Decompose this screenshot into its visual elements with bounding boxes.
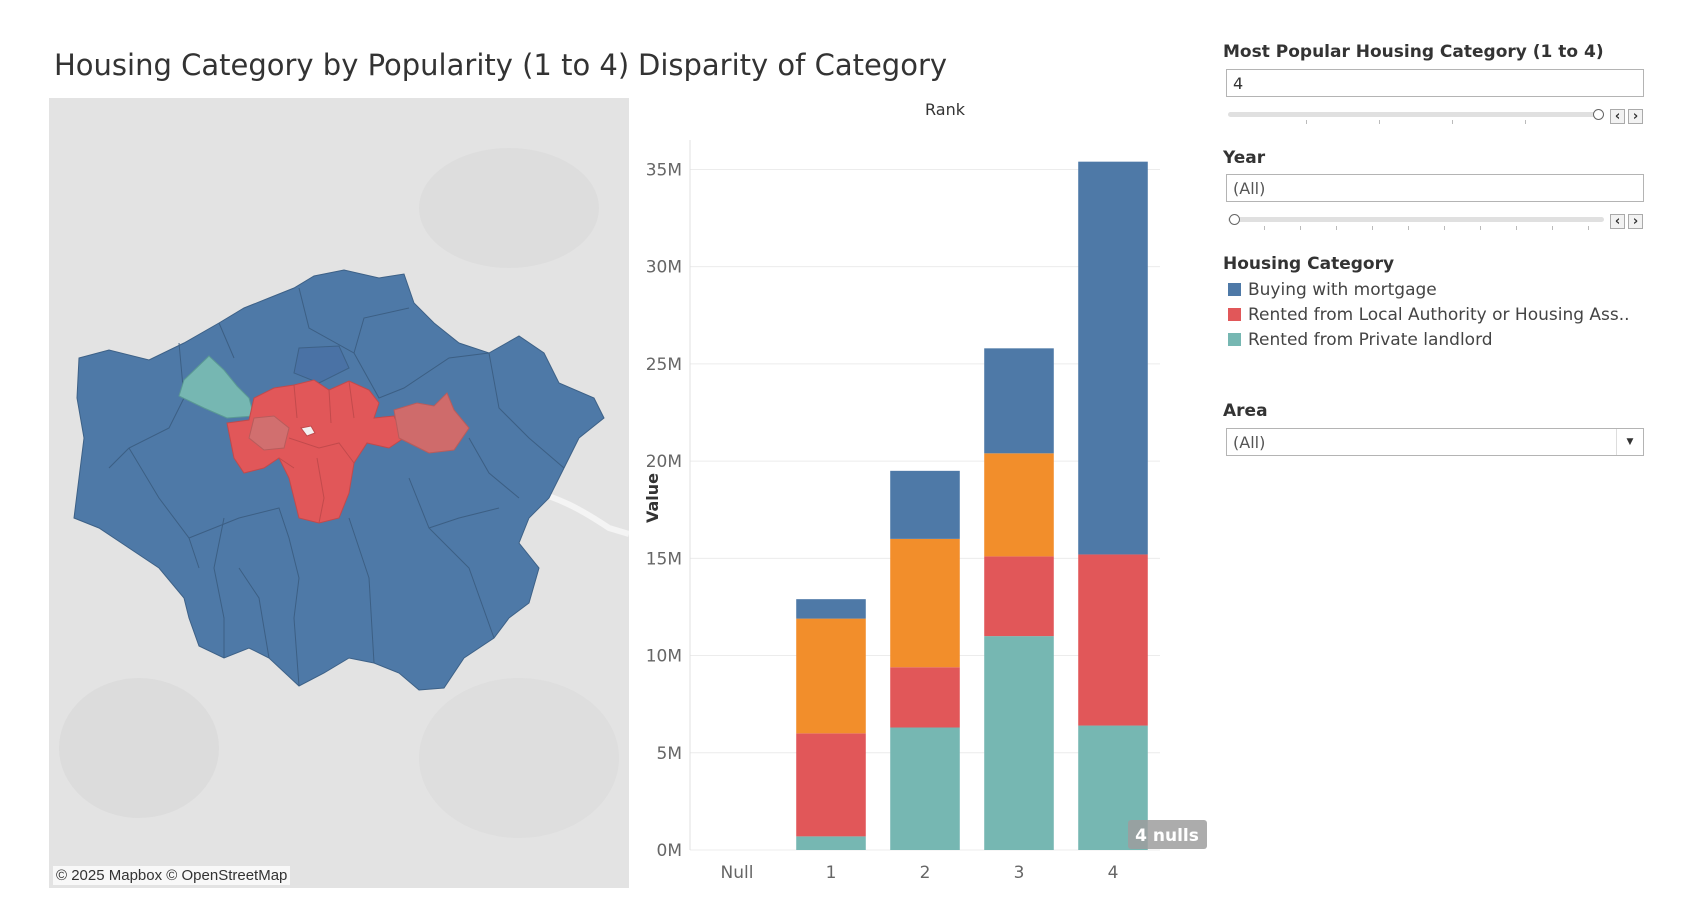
map-terrain-shade (419, 678, 619, 838)
slider-tick (1264, 226, 1265, 230)
y-axis-title: Value (643, 473, 662, 523)
map-terrain-shade (59, 678, 219, 818)
y-tick-label: 25M (646, 355, 682, 375)
bar-segment-rank-1-series-3[interactable] (796, 599, 866, 619)
map-terrain-shade (419, 148, 599, 268)
popularity-slider-track[interactable] (1228, 112, 1604, 117)
slider-tick (1552, 226, 1553, 230)
popularity-slider-handle[interactable] (1593, 109, 1604, 120)
bar-segment-rank-2-series-2[interactable] (890, 538, 960, 668)
borough-borders (108, 287, 565, 687)
slider-tick (1300, 226, 1301, 230)
year-filter-input[interactable]: (All) (1226, 174, 1644, 202)
slider-tick (1480, 226, 1481, 230)
year-filter-label: Year (1223, 148, 1266, 168)
year-slider-track[interactable] (1228, 217, 1604, 222)
area-filter-dropdown[interactable]: (All) ▼ (1226, 428, 1644, 456)
chevron-left-icon[interactable]: ‹ (1610, 109, 1625, 124)
bar-segment-rank-3-series-2[interactable] (984, 453, 1054, 557)
slider-tick (1588, 226, 1589, 230)
legend-item-label: Buying with mortgage (1248, 280, 1437, 300)
london-map-canvas[interactable] (49, 98, 629, 888)
bar-segment-rank-4-series-1[interactable] (1078, 554, 1148, 726)
bar-segment-rank-3-series-1[interactable] (984, 556, 1054, 637)
bar-segment-rank-2-series-0[interactable] (890, 727, 960, 851)
y-axis-ticks: 0M 5M 10M 15M 20M 25M 30M 35M (646, 160, 682, 861)
y-tick-label: 0M (657, 841, 682, 861)
bar-segment-rank-4-series-3[interactable] (1078, 161, 1148, 555)
popularity-filter-input[interactable]: 4 (1226, 69, 1644, 97)
x-tick-label: 4 (1108, 863, 1119, 883)
bar-segment-rank-3-series-0[interactable] (984, 636, 1054, 850)
legend-title: Housing Category (1223, 254, 1395, 274)
slider-tick (1444, 226, 1445, 230)
bar-segment-rank-3-series-3[interactable] (984, 348, 1054, 454)
area-filter-value: (All) (1233, 433, 1266, 452)
region-city-of-london[interactable] (300, 425, 316, 437)
legend-swatch (1228, 333, 1241, 346)
chevron-right-icon[interactable]: › (1628, 214, 1643, 229)
inner-borough-borders (278, 380, 355, 524)
slider-tick (1408, 226, 1409, 230)
chevron-right-icon[interactable]: › (1628, 109, 1643, 124)
chevron-left-icon[interactable]: ‹ (1610, 214, 1625, 229)
bar-segment-rank-2-series-1[interactable] (890, 667, 960, 728)
slider-tick (1372, 226, 1373, 230)
slider-tick (1516, 226, 1517, 230)
slider-tick (1306, 120, 1307, 124)
y-tick-label: 30M (646, 258, 682, 278)
legend-item-label: Rented from Local Authority or Housing A… (1248, 305, 1630, 325)
region-newham[interactable] (393, 392, 470, 454)
x-tick-label: 3 (1014, 863, 1025, 883)
bar-chart[interactable]: 0M 5M 10M 15M 20M 25M 30M 35M Null 1 2 3 4 Rank Val… (630, 90, 1220, 910)
null-indicator-label: 4 nulls (1135, 826, 1199, 846)
x-tick-label: Null (721, 863, 754, 883)
bar-segment-rank-2-series-3[interactable] (890, 470, 960, 539)
y-tick-label: 5M (657, 744, 682, 764)
slider-tick (1379, 120, 1380, 124)
legend-swatch (1228, 283, 1241, 296)
legend-swatch (1228, 308, 1241, 321)
legend-item-label: Rented from Private landlord (1248, 330, 1493, 350)
region-brent-private-landlord[interactable] (178, 355, 255, 419)
null-indicator-box[interactable] (1128, 820, 1207, 849)
bar-segment-rank-1-series-0[interactable] (796, 836, 866, 850)
slider-tick (1336, 226, 1337, 230)
map-credit[interactable]: © 2025 Mapbox © OpenStreetMap (53, 866, 291, 885)
legend-item-mortgage[interactable]: Buying with mortgage (1228, 280, 1437, 300)
chart-bars[interactable] (796, 161, 1148, 851)
region-inner-boroughs-local-authority[interactable] (226, 379, 405, 524)
x-axis-title: Rank (925, 100, 966, 119)
y-tick-label: 10M (646, 647, 682, 667)
null-indicator[interactable]: 4 nulls (1128, 820, 1207, 849)
legend-item-local-authority[interactable]: Rented from Local Authority or Housing A… (1228, 305, 1630, 325)
chart-title: Disparity of Category (638, 48, 948, 82)
region-westminster[interactable] (248, 415, 290, 451)
map-title: Housing Category by Popularity (1 to 4) (54, 48, 630, 82)
y-tick-label: 35M (646, 160, 682, 180)
slider-tick (1525, 120, 1526, 124)
x-tick-label: 2 (920, 863, 931, 883)
bar-segment-rank-1-series-1[interactable] (796, 733, 866, 837)
dropdown-arrow-icon[interactable]: ▼ (1616, 429, 1643, 455)
area-filter-label: Area (1223, 401, 1268, 421)
y-tick-label: 20M (646, 452, 682, 472)
slider-tick (1452, 120, 1453, 124)
x-axis-ticks: Null 1 2 3 4 (721, 863, 1119, 883)
x-tick-label: 1 (826, 863, 837, 883)
london-map[interactable]: © 2025 Mapbox © OpenStreetMap (49, 98, 629, 888)
legend-item-private-landlord[interactable]: Rented from Private landlord (1228, 330, 1493, 350)
region-barnet[interactable] (293, 345, 350, 384)
y-tick-label: 15M (646, 549, 682, 569)
bar-segment-rank-1-series-2[interactable] (796, 618, 866, 734)
year-slider-handle[interactable] (1229, 214, 1240, 225)
popularity-filter-label: Most Popular Housing Category (1 to 4) (1223, 42, 1604, 62)
